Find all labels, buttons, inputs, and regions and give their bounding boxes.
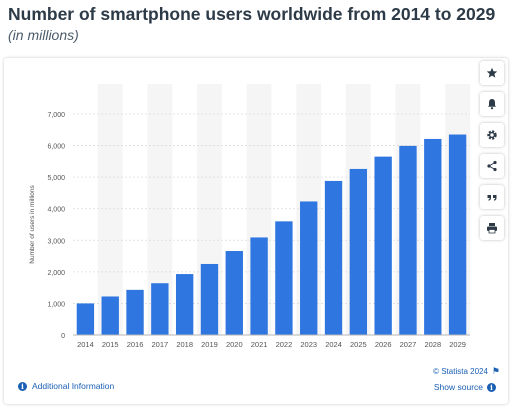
bar (424, 138, 442, 335)
x-tick-label: 2019 (201, 340, 218, 349)
print-icon (487, 223, 497, 234)
x-tick-label: 2026 (375, 340, 392, 349)
chart-title: Number of smartphone users worldwide fro… (8, 4, 496, 24)
info-icon: i (487, 382, 496, 392)
x-tick-label: 2020 (226, 340, 243, 349)
x-tick-label: 2018 (176, 340, 193, 349)
y-tick-label: 5,000 (47, 175, 65, 182)
quote-icon (487, 195, 497, 201)
bar (151, 283, 169, 335)
copyright: © Statista 2024 ⚑ (433, 366, 500, 377)
bar (175, 274, 194, 335)
x-tick-label: 2029 (449, 340, 466, 349)
x-tick-label: 2024 (325, 340, 342, 349)
favorite-button[interactable] (480, 61, 504, 85)
bar (300, 201, 318, 335)
x-tick-label: 2022 (276, 340, 293, 349)
show-source-label: Show source (433, 382, 483, 392)
bar (200, 263, 219, 335)
bar (349, 168, 368, 335)
show-source-link[interactable]: Show source i (434, 382, 496, 392)
bar (275, 221, 293, 335)
x-tick-label: 2023 (300, 340, 317, 349)
x-tick-label: 2015 (102, 340, 119, 349)
additional-information-label: Additional Information (32, 381, 115, 391)
bar (374, 156, 392, 335)
y-tick-label: 3,000 (47, 238, 65, 245)
flag-icon: ⚑ (491, 366, 500, 376)
copyright-label: © Statista 2024 (433, 367, 488, 376)
info-icon: i (18, 381, 27, 391)
x-tick-label: 2027 (400, 340, 417, 349)
x-tick-label: 2014 (77, 340, 94, 349)
print-button[interactable] (480, 216, 504, 240)
y-tick-label: 2,000 (47, 270, 65, 277)
additional-information-link[interactable]: i Additional Information (18, 381, 114, 391)
bar (399, 145, 417, 335)
bar (101, 296, 119, 335)
bar (126, 289, 144, 335)
bar (448, 134, 467, 335)
chart-card: 0 1,000 2,000 3,000 4,000 5,000 6,000 7,000 Numb… (4, 58, 508, 404)
gear-icon (487, 130, 497, 140)
y-tick-label: 6,000 (47, 144, 65, 151)
star-icon (486, 67, 498, 78)
notification-button[interactable] (480, 92, 504, 116)
settings-button[interactable] (480, 123, 504, 147)
y-tick-label: 0 (61, 333, 65, 340)
bell-icon (488, 99, 496, 110)
x-tick-label: 2016 (127, 340, 144, 349)
y-tick-label: 4,000 (47, 207, 65, 214)
bar (225, 251, 243, 335)
background-band (97, 84, 123, 335)
share-icon (487, 160, 497, 172)
x-tick-label: 2028 (424, 340, 441, 349)
chart-toolbar (476, 61, 508, 247)
y-axis-label: Number of users in millions (29, 185, 36, 264)
cite-button[interactable] (480, 185, 504, 209)
chart-subtitle: (in millions) (8, 27, 79, 43)
y-tick-label: 7,000 (47, 112, 65, 119)
share-button[interactable] (480, 154, 504, 178)
x-tick-label: 2021 (251, 340, 268, 349)
y-tick-label: 1,000 (47, 301, 65, 308)
x-tick-label: 2017 (152, 340, 169, 349)
bar (324, 180, 343, 335)
bar (76, 303, 95, 335)
bar-chart: 0 1,000 2,000 3,000 4,000 5,000 6,000 7,000 Numb… (29, 84, 470, 349)
x-tick-label: 2025 (350, 340, 367, 349)
bar (250, 237, 268, 335)
